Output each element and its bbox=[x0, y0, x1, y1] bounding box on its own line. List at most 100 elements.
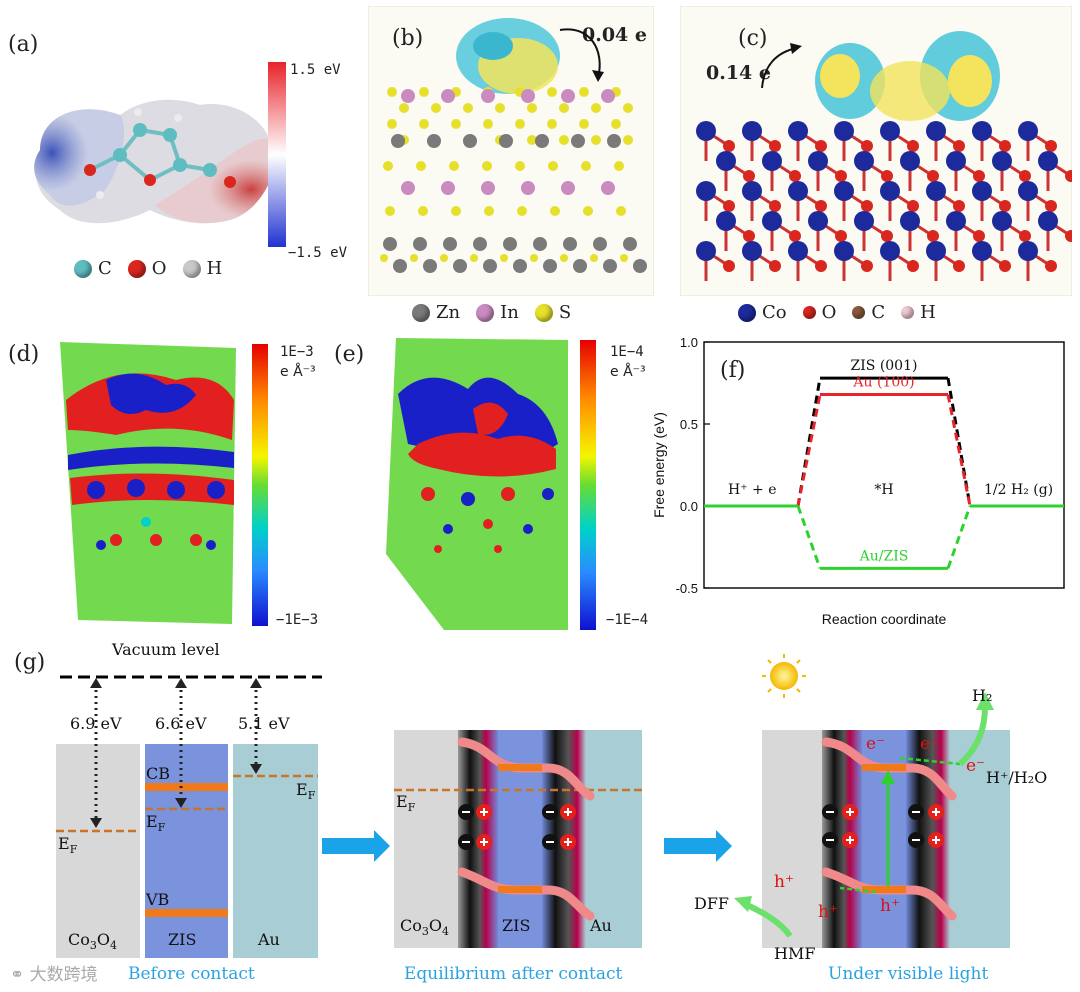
sulfur-atom bbox=[616, 206, 626, 216]
oxygen-atom bbox=[973, 170, 985, 182]
sulfur-atom bbox=[431, 103, 441, 113]
series-label: Au (100) bbox=[852, 374, 914, 390]
cobalt-atom bbox=[992, 151, 1012, 171]
vb-label: VB bbox=[146, 890, 170, 909]
oxygen-atom bbox=[723, 140, 735, 152]
zinc-atom bbox=[573, 259, 587, 273]
cobalt-atom bbox=[926, 181, 946, 201]
charge-difference-map-d bbox=[60, 342, 268, 626]
oxygen-atom bbox=[907, 140, 919, 152]
sulfur-atom bbox=[515, 161, 525, 171]
h-h2o-label: H⁺/H₂O bbox=[986, 768, 1048, 787]
oxygen-atom bbox=[815, 200, 827, 212]
colorbar-d-min: −1E−3 bbox=[276, 612, 319, 628]
sulfur-atom bbox=[451, 206, 461, 216]
cobalt-atom bbox=[972, 121, 992, 141]
colorbar-d bbox=[252, 344, 268, 626]
cobalt-atom bbox=[696, 121, 716, 141]
sulfur-atom-icon bbox=[534, 303, 553, 322]
indium-atom bbox=[521, 89, 535, 103]
sulfur-atom bbox=[591, 135, 601, 145]
annotation-initial: H⁺ + e bbox=[728, 482, 777, 498]
molecule-atoms bbox=[84, 108, 236, 199]
legend-item-h: H bbox=[901, 302, 936, 323]
legend-a: C O H bbox=[74, 258, 222, 279]
zinc-atom bbox=[427, 134, 441, 148]
cobalt-atom bbox=[1018, 241, 1038, 261]
oxygen-atom bbox=[769, 140, 781, 152]
electron-3: e⁻ bbox=[966, 756, 986, 776]
hole-3: h⁺ bbox=[880, 896, 900, 916]
co3o4-label-eq: Co3O4 bbox=[400, 916, 449, 939]
cobalt-atom bbox=[926, 121, 946, 141]
sulfur-atom bbox=[495, 103, 505, 113]
plot-frame bbox=[703, 341, 1065, 589]
cobalt-atom bbox=[834, 241, 854, 261]
zinc-atom bbox=[499, 134, 513, 148]
oxygen-atom bbox=[1045, 260, 1057, 272]
arrow-c bbox=[761, 43, 802, 89]
electron-2: e⁻ bbox=[920, 734, 940, 754]
cobalt-atom bbox=[762, 211, 782, 231]
oxygen-atom bbox=[789, 170, 801, 182]
cobalt-atom bbox=[1018, 181, 1038, 201]
cobalt-atom bbox=[946, 211, 966, 231]
electron-1: e⁻ bbox=[866, 734, 886, 754]
oxygen-atom-icon bbox=[802, 306, 816, 319]
colorbar-a-min: −1.5 eV bbox=[288, 245, 348, 261]
indium-atom bbox=[561, 181, 575, 195]
cobalt-atom bbox=[880, 181, 900, 201]
legend-item-o: O bbox=[802, 302, 836, 323]
hole-2: h⁺ bbox=[818, 902, 838, 922]
zis-structure bbox=[368, 6, 654, 296]
oxygen-atom bbox=[881, 230, 893, 242]
au-label-eq: Au bbox=[590, 916, 612, 935]
cobalt-atom bbox=[808, 151, 828, 171]
sulfur-atom bbox=[611, 119, 621, 129]
panel-label-b: (b) bbox=[392, 26, 424, 51]
oxygen-atom bbox=[1065, 170, 1072, 182]
indium-atom bbox=[441, 181, 455, 195]
hydrogen-atom-icon bbox=[901, 306, 915, 319]
sulfur-atom bbox=[548, 161, 558, 171]
indium-atom bbox=[561, 89, 575, 103]
oxygen-atom bbox=[999, 140, 1011, 152]
zinc-atom bbox=[535, 134, 549, 148]
density-blobs-d bbox=[66, 373, 234, 550]
oxygen-atom bbox=[1019, 170, 1031, 182]
cobalt-atom bbox=[788, 121, 808, 141]
zinc-atom bbox=[463, 134, 477, 148]
cobalt-atom bbox=[696, 181, 716, 201]
transition-1 bbox=[796, 394, 822, 507]
indium-atom bbox=[441, 89, 455, 103]
co3o4-block bbox=[56, 744, 140, 958]
oxygen-atom bbox=[769, 200, 781, 212]
sulfur-atom bbox=[483, 119, 493, 129]
series-label: Au/ZIS bbox=[859, 548, 909, 564]
cobalt-atom bbox=[788, 181, 808, 201]
indium-atom bbox=[601, 89, 615, 103]
oxygen-atom-icon bbox=[127, 259, 146, 278]
oxygen-atom bbox=[881, 170, 893, 182]
oxygen-atom bbox=[953, 200, 965, 212]
sulfur-atom bbox=[614, 161, 624, 171]
sulfur-atom bbox=[590, 254, 598, 262]
zinc-atom bbox=[513, 259, 527, 273]
hmf-label: HMF bbox=[774, 944, 816, 963]
indium-atom bbox=[481, 89, 495, 103]
sulfur-atom bbox=[387, 119, 397, 129]
zinc-atom bbox=[423, 259, 437, 273]
zinc-atom bbox=[413, 237, 427, 251]
zis-label: ZIS bbox=[168, 930, 197, 949]
charge-density-blob bbox=[456, 18, 560, 94]
sulfur-atom bbox=[500, 254, 508, 262]
cobalt-atom bbox=[762, 151, 782, 171]
y-axis-label: Free energy (eV) bbox=[651, 412, 667, 518]
oxygen-atom bbox=[861, 260, 873, 272]
sulfur-atom bbox=[550, 206, 560, 216]
ef-zis: EF bbox=[146, 812, 166, 835]
cobalt-atom bbox=[834, 121, 854, 141]
sulfur-atom bbox=[416, 161, 426, 171]
watermark: ⚭ 大数跨境 bbox=[10, 965, 98, 985]
cobalt-atom bbox=[880, 121, 900, 141]
